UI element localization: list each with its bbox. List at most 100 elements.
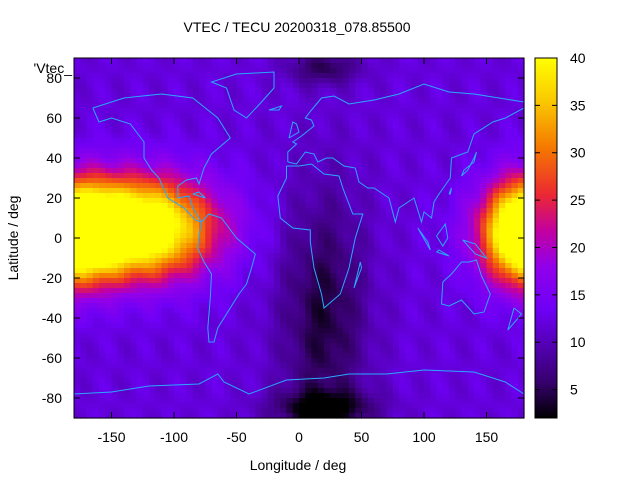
heatmap-cell — [274, 243, 281, 249]
heatmap-cell — [86, 113, 94, 119]
heatmap-cell — [124, 268, 131, 274]
heatmap-cell — [224, 103, 231, 109]
heatmap-cell — [336, 58, 344, 64]
heatmap-cell — [242, 233, 250, 239]
heatmap-cell — [424, 78, 431, 84]
heatmap-cell — [417, 123, 425, 129]
heatmap-cell — [505, 203, 513, 209]
heatmap-cell — [449, 238, 456, 244]
heatmap-cell — [324, 258, 331, 264]
heatmap-cell — [242, 293, 250, 299]
heatmap-cell — [267, 183, 275, 189]
heatmap-cell — [330, 218, 338, 224]
heatmap-cell — [149, 193, 156, 199]
heatmap-cell — [80, 73, 88, 79]
heatmap-cell — [324, 213, 331, 219]
heatmap-cell — [274, 253, 281, 259]
heatmap-cell — [211, 168, 219, 174]
heatmap-cell — [174, 218, 181, 224]
heatmap-cell — [174, 358, 181, 364]
heatmap-cell — [117, 88, 125, 94]
heatmap-cell — [511, 168, 519, 174]
heatmap-cell — [424, 103, 431, 109]
heatmap-cell — [355, 313, 363, 319]
heatmap-cell — [486, 203, 494, 209]
heatmap-cell — [517, 118, 525, 124]
heatmap-cell — [224, 278, 231, 284]
heatmap-cell — [186, 178, 194, 184]
heatmap-cell — [499, 263, 506, 269]
heatmap-cell — [336, 358, 344, 364]
heatmap-cell — [211, 208, 219, 214]
heatmap-cell — [236, 68, 244, 74]
heatmap-cell — [74, 103, 81, 109]
heatmap-cell — [155, 178, 163, 184]
heatmap-cell — [305, 133, 313, 139]
heatmap-cell — [99, 193, 106, 199]
heatmap-cell — [361, 103, 369, 109]
heatmap-cell — [417, 173, 425, 179]
heatmap-cell — [249, 363, 256, 369]
heatmap-cell — [167, 373, 175, 379]
heatmap-cell — [105, 88, 113, 94]
heatmap-cell — [199, 68, 206, 74]
heatmap-cell — [361, 118, 369, 124]
heatmap-cell — [136, 118, 144, 124]
heatmap-cell — [505, 383, 513, 389]
heatmap-cell — [361, 253, 369, 259]
heatmap-cell — [486, 208, 494, 214]
heatmap-cell — [242, 353, 250, 359]
heatmap-cell — [186, 363, 194, 369]
heatmap-cell — [180, 363, 188, 369]
heatmap-cell — [299, 73, 306, 79]
heatmap-cell — [130, 213, 138, 219]
heatmap-cell — [417, 93, 425, 99]
heatmap-cell — [255, 378, 263, 384]
heatmap-cell — [349, 273, 356, 279]
heatmap-cell — [255, 68, 263, 74]
heatmap-cell — [386, 333, 394, 339]
heatmap-cell — [186, 158, 194, 164]
heatmap-cell — [217, 98, 225, 104]
heatmap-cell — [192, 248, 200, 254]
heatmap-cell — [480, 263, 488, 269]
heatmap-cell — [505, 288, 513, 294]
heatmap-cell — [111, 68, 119, 74]
heatmap-cell — [430, 198, 438, 204]
heatmap-cell — [324, 103, 331, 109]
heatmap-cell — [192, 283, 200, 289]
heatmap-cell — [330, 393, 338, 399]
heatmap-cell — [217, 113, 225, 119]
heatmap-cell — [392, 363, 400, 369]
heatmap-cell — [374, 98, 381, 104]
heatmap-cell — [317, 213, 325, 219]
heatmap-cell — [492, 148, 500, 154]
heatmap-cell — [105, 268, 113, 274]
heatmap-cell — [474, 128, 481, 134]
heatmap-cell — [517, 153, 525, 159]
heatmap-cell — [430, 258, 438, 264]
heatmap-cell — [317, 83, 325, 89]
heatmap-cell — [161, 333, 169, 339]
heatmap-cell — [155, 168, 163, 174]
heatmap-cell — [374, 288, 381, 294]
heatmap-cell — [392, 78, 400, 84]
heatmap-cell — [424, 213, 431, 219]
heatmap-cell — [211, 283, 219, 289]
heatmap-cell — [511, 113, 519, 119]
heatmap-cell — [455, 143, 463, 149]
heatmap-cell — [205, 73, 213, 79]
heatmap-cell — [505, 183, 513, 189]
heatmap-cell — [161, 373, 169, 379]
heatmap-cell — [330, 223, 338, 229]
heatmap-cell — [136, 193, 144, 199]
heatmap-cell — [449, 73, 456, 79]
heatmap-cell — [486, 178, 494, 184]
heatmap-cell — [386, 313, 394, 319]
heatmap-cell — [399, 128, 406, 134]
heatmap-cell — [299, 353, 306, 359]
heatmap-cell — [161, 138, 169, 144]
heatmap-cell — [430, 278, 438, 284]
heatmap-cell — [317, 323, 325, 329]
heatmap-cell — [517, 208, 525, 214]
